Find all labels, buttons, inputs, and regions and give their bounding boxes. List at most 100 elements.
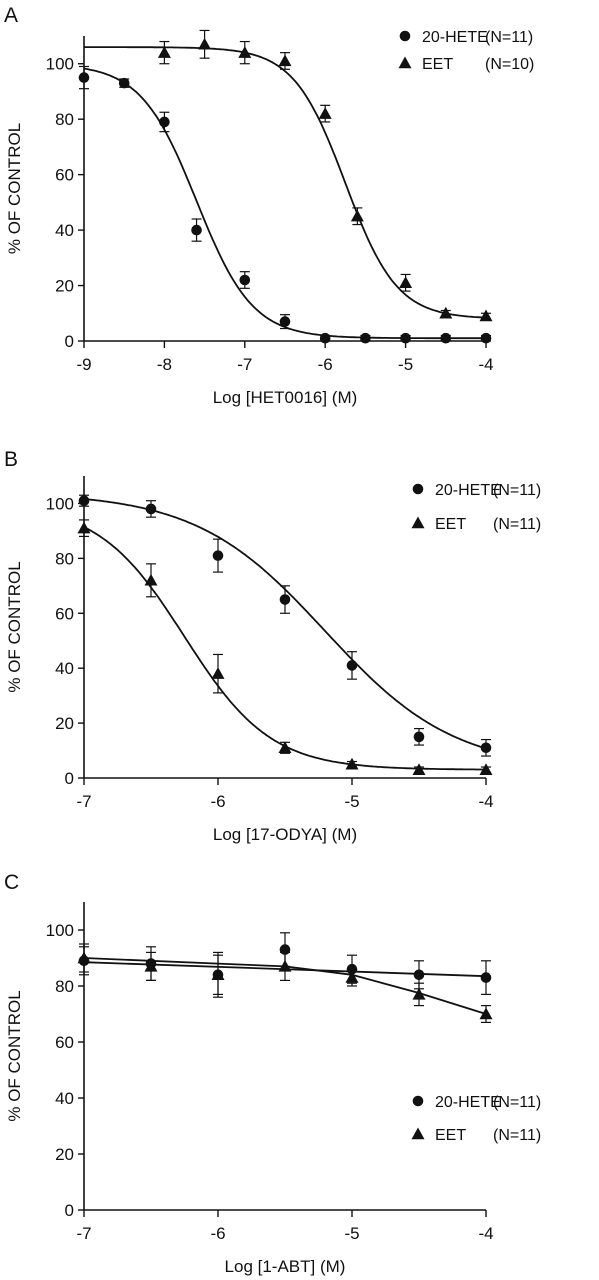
data-point-triangle: [345, 757, 359, 770]
data-point-triangle: [439, 306, 453, 319]
data-point-circle: [212, 550, 224, 561]
data-point-triangle: [157, 46, 171, 58]
series-eet: [77, 519, 493, 775]
x-tick-label: -6: [210, 1224, 225, 1243]
fit-curve: [84, 46, 487, 319]
legend-label: 20-HETE: [435, 1094, 501, 1111]
fit-curve: [83, 957, 487, 1015]
data-point-triangle: [345, 971, 359, 983]
data-point-circle: [346, 660, 358, 671]
legend-n-label: (N=11): [485, 29, 533, 46]
x-tick-label: -4: [478, 792, 493, 811]
y-tick-label: 20: [55, 1145, 74, 1164]
series-20-hete: [78, 494, 492, 757]
data-point-triangle: [211, 667, 225, 679]
legend-n-label: (N=11): [493, 1127, 541, 1144]
y-axis-title: % OF CONTROL: [5, 123, 24, 254]
data-point-triangle: [144, 573, 158, 586]
data-point-circle: [78, 495, 90, 507]
x-tick-label: -5: [344, 1224, 359, 1243]
legend-n-label: (N=11): [493, 516, 541, 533]
data-point-circle: [145, 503, 157, 515]
data-point-circle: [118, 77, 130, 89]
data-point-circle: [78, 72, 90, 83]
data-point-triangle: [77, 951, 91, 964]
fit-curve: [83, 498, 487, 750]
y-tick-label: 100: [46, 55, 74, 74]
data-point-triangle: [198, 37, 212, 50]
y-tick-label: 100: [46, 494, 74, 513]
y-tick-label: 100: [46, 921, 74, 940]
x-axis-title: Log [1-ABT] (M): [225, 1257, 346, 1276]
x-tick-label: -4: [478, 1224, 493, 1243]
x-axis-title: Log [HET0016] (M): [213, 388, 358, 407]
panel-letter: A: [4, 4, 18, 27]
data-point-circle: [480, 742, 492, 754]
data-point-triangle: [412, 763, 426, 775]
data-point-triangle: [412, 987, 426, 1000]
y-axis-title: % OF CONTROL: [5, 561, 24, 692]
data-point-triangle: [350, 209, 364, 222]
data-point-circle: [413, 731, 425, 743]
data-point-triangle: [318, 107, 332, 119]
data-point-circle: [440, 332, 452, 344]
x-tick-label: -6: [318, 355, 333, 374]
legend-label: EET: [435, 516, 466, 533]
data-point-triangle: [278, 54, 292, 67]
x-axis-title: Log [17-ODYA] (M): [213, 825, 357, 844]
y-tick-label: 0: [65, 769, 74, 788]
legend-label: 20-HETE: [435, 482, 501, 499]
data-point-triangle: [278, 741, 292, 753]
data-point-circle: [319, 332, 331, 344]
y-tick-label: 60: [55, 604, 74, 623]
legend-n-label: (N=11): [493, 1094, 541, 1111]
data-point-triangle: [278, 959, 292, 972]
data-point-circle: [239, 274, 251, 286]
y-tick-label: 20: [55, 277, 74, 296]
panel-letter: B: [4, 448, 18, 471]
data-point-circle: [159, 116, 170, 128]
y-tick-label: 80: [55, 110, 74, 129]
x-tick-label: -6: [210, 792, 225, 811]
x-tick-label: -9: [76, 355, 91, 374]
data-point-triangle: [144, 959, 158, 972]
series-20-hete: [78, 65, 492, 344]
fit-curve: [83, 67, 486, 340]
y-axis-title: % OF CONTROL: [5, 990, 24, 1121]
legend-n-label: (N=10): [485, 56, 534, 73]
fit-curve: [83, 526, 486, 771]
y-tick-label: 40: [55, 1089, 74, 1108]
panel-c: C 0 20 40 60 80 100 -7 -6 -5 -4 Log [1-ABT] (M) % OF…: [4, 871, 541, 1276]
legend-marker-circle: [412, 483, 424, 495]
data-point-triangle: [479, 309, 493, 322]
series-eet: [84, 29, 493, 322]
y-tick-label: 40: [55, 659, 74, 678]
y-tick-label: 60: [55, 166, 74, 185]
data-point-circle: [480, 972, 492, 983]
legend-marker-circle: [412, 1095, 424, 1107]
y-tick-label: 0: [65, 1201, 74, 1220]
data-point-triangle: [479, 1007, 493, 1020]
x-tick-label: -5: [398, 355, 413, 374]
x-tick-label: -8: [157, 355, 172, 374]
data-point-circle: [360, 332, 371, 344]
data-point-triangle: [211, 968, 225, 980]
x-tick-label: -7: [237, 355, 252, 374]
legend-marker-circle: [399, 30, 411, 42]
data-point-circle: [400, 332, 411, 344]
legend-label: EET: [435, 1127, 466, 1144]
y-tick-label: 80: [55, 977, 74, 996]
legend-label: 20-HETE: [422, 29, 488, 46]
data-point-circle: [413, 969, 425, 981]
data-point-triangle: [399, 276, 413, 288]
x-tick-label: -7: [76, 1224, 91, 1243]
data-point-triangle: [238, 46, 252, 58]
x-tick-label: -7: [76, 792, 91, 811]
y-tick-label: 20: [55, 714, 74, 733]
legend-marker-triangle: [411, 1127, 425, 1140]
legend-n-label: (N=11): [493, 482, 541, 499]
panel-a: A 0 20 40 60 80 100 -9 -8 -7 -6 -5 -4 Log [HET0016] (…: [4, 4, 534, 407]
y-tick-label: 0: [65, 332, 74, 351]
legend-label: EET: [422, 56, 453, 73]
